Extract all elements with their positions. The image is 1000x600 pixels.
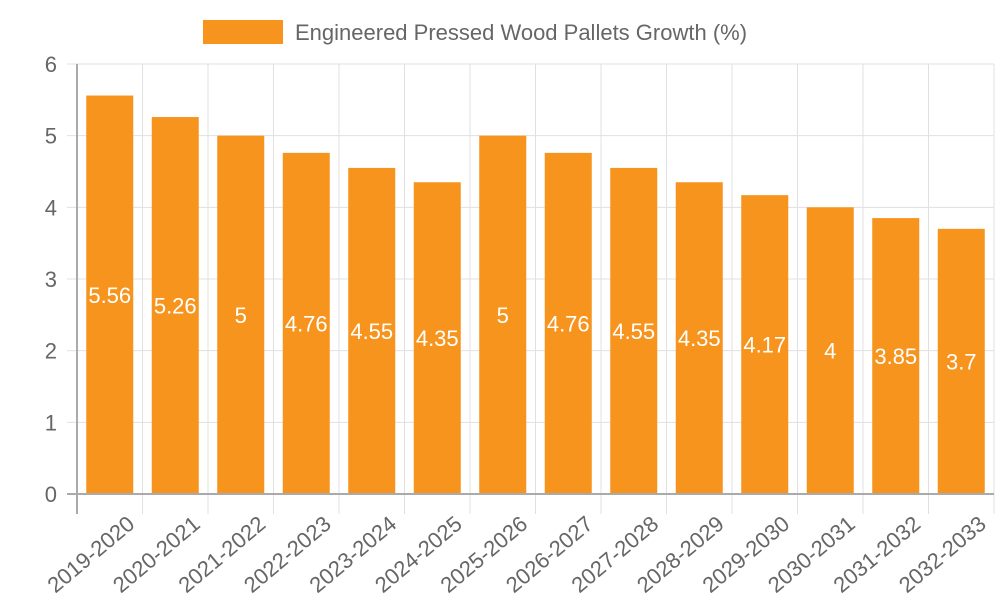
- data-label: 5.56: [88, 283, 131, 308]
- gridlines: [67, 63, 995, 514]
- data-label: 5.26: [154, 294, 197, 319]
- bar[interactable]: [282, 152, 330, 494]
- data-label: 3.7: [946, 349, 977, 374]
- legend[interactable]: Engineered Pressed Wood Pallets Growth (…: [203, 20, 747, 45]
- y-axis-ticks: 0 1 2 3 4 5 6: [45, 52, 57, 507]
- bar[interactable]: [872, 218, 920, 495]
- y-tick-label: 0: [45, 482, 57, 507]
- data-label: 5: [497, 303, 509, 328]
- bar[interactable]: [675, 182, 723, 494]
- data-label: 4.35: [678, 326, 721, 351]
- data-label: 4.55: [350, 319, 393, 344]
- y-tick-label: 6: [45, 52, 57, 77]
- bar[interactable]: [348, 167, 396, 494]
- data-label: 4.76: [285, 311, 328, 336]
- data-label: 3.85: [874, 344, 917, 369]
- bar[interactable]: [217, 135, 265, 494]
- y-tick-label: 3: [45, 267, 57, 292]
- bar[interactable]: [413, 182, 461, 494]
- data-label: 5: [235, 303, 247, 328]
- axes: [67, 64, 994, 514]
- bar[interactable]: [806, 207, 854, 495]
- y-tick-label: 1: [45, 410, 57, 435]
- bar[interactable]: [86, 95, 134, 495]
- data-label: 4.35: [416, 326, 459, 351]
- y-tick-label: 2: [45, 339, 57, 364]
- legend-label: Engineered Pressed Wood Pallets Growth (…: [295, 20, 747, 45]
- data-label: 4.76: [547, 311, 590, 336]
- bar[interactable]: [610, 167, 658, 494]
- x-axis-ticks: 2019-20202020-20212021-20222022-20232023…: [43, 511, 991, 598]
- data-labels: 5.56 5.26 5 4.76 4.55 4.35 5 4.76 4.55 4.35 4.17 4 3…: [88, 283, 976, 375]
- y-tick-label: 4: [45, 195, 57, 220]
- bar[interactable]: [937, 228, 985, 495]
- legend-swatch: [203, 20, 283, 44]
- bar[interactable]: [479, 135, 527, 494]
- bar[interactable]: [151, 117, 199, 495]
- bar[interactable]: [741, 195, 789, 494]
- bars: [86, 95, 985, 495]
- data-label: 4: [824, 339, 836, 364]
- bar[interactable]: [544, 152, 592, 494]
- y-tick-label: 5: [45, 124, 57, 149]
- data-label: 4.17: [743, 333, 786, 358]
- data-label: 4.55: [612, 319, 655, 344]
